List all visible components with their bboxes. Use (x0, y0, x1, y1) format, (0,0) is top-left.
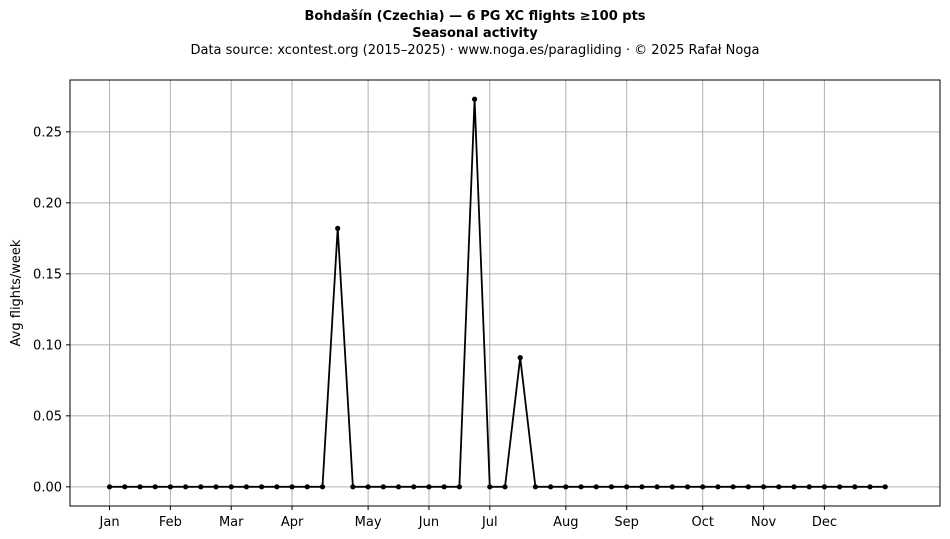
data-point (837, 484, 843, 490)
series-layer (106, 96, 888, 490)
x-tick-label: Aug (553, 515, 578, 530)
data-point (456, 484, 462, 490)
data-point (228, 484, 234, 490)
data-point (198, 484, 204, 490)
x-tick-label: Sep (614, 515, 639, 530)
x-tick-label: Jun (418, 515, 439, 530)
data-point (608, 484, 615, 490)
data-point (730, 484, 736, 490)
series-line (109, 98, 886, 488)
data-point (624, 484, 630, 490)
data-point (365, 484, 371, 490)
y-tick-label: 0.20 (33, 196, 62, 211)
data-point (563, 484, 569, 490)
data-point (532, 484, 539, 490)
data-point (669, 484, 675, 490)
grid-lines (70, 80, 940, 506)
data-point (152, 484, 158, 490)
data-point (304, 484, 310, 490)
data-point (791, 484, 797, 490)
data-point (441, 484, 447, 490)
data-point (471, 96, 478, 102)
data-point (700, 484, 706, 490)
data-point (517, 355, 523, 361)
y-tick-label: 0.00 (33, 480, 62, 495)
data-point (350, 484, 356, 490)
data-point (502, 484, 508, 490)
chart-title-block: Bohdašín (Czechia) — 6 PG XC flights ≥10… (0, 8, 950, 59)
y-tick-label: 0.10 (33, 338, 62, 353)
data-point (821, 484, 828, 490)
data-point (167, 484, 173, 490)
data-point (319, 484, 326, 490)
data-point (776, 484, 782, 490)
data-point (380, 484, 386, 490)
data-point (806, 484, 812, 490)
data-point (852, 484, 858, 490)
x-tick-label: Mar (219, 515, 244, 530)
data-point (882, 484, 888, 490)
data-point (426, 484, 432, 490)
data-point (487, 484, 493, 490)
chart-title: Bohdašín (Czechia) — 6 PG XC flights ≥10… (304, 9, 646, 24)
data-point (335, 225, 341, 231)
x-tick-label: Dec (812, 515, 837, 530)
data-point (243, 484, 250, 490)
data-point (715, 484, 721, 490)
data-point (639, 484, 645, 490)
data-point (548, 484, 554, 490)
data-point (137, 484, 143, 490)
data-point (593, 484, 599, 490)
data-point (867, 484, 873, 490)
x-tick-label: Oct (691, 515, 713, 530)
data-point (106, 484, 113, 490)
x-tick-label: Feb (159, 515, 182, 530)
chart-subtitle: Seasonal activity (412, 26, 538, 41)
data-point (213, 484, 219, 490)
data-point (182, 484, 189, 490)
data-point (760, 484, 767, 490)
y-axis-label: Avg flights/week (9, 239, 24, 346)
data-point (654, 484, 660, 490)
data-point (395, 484, 402, 490)
data-point (259, 484, 265, 490)
y-tick-label: 0.25 (33, 125, 62, 140)
x-tick-label: May (355, 515, 382, 530)
y-tick-label: 0.05 (33, 409, 62, 424)
data-point (411, 484, 417, 490)
x-tick-label: Apr (281, 515, 304, 530)
data-point (578, 484, 584, 490)
data-point (274, 484, 280, 490)
x-tick-label: Jul (481, 515, 498, 530)
ticks: 0.00 0.05 0.10 0.15 0.20 0.25 Jan Feb Mar Apr May J… (33, 125, 837, 530)
y-tick-label: 0.15 (33, 267, 62, 282)
data-point (289, 484, 295, 490)
data-point (745, 484, 751, 490)
plot-frame (69, 79, 941, 507)
x-tick-label: Nov (751, 515, 777, 530)
x-tick-label: Jan (99, 515, 120, 530)
data-point (122, 484, 128, 490)
data-point (684, 484, 691, 490)
chart-source-line: Data source: xcontest.org (2015–2025) · … (190, 43, 760, 58)
